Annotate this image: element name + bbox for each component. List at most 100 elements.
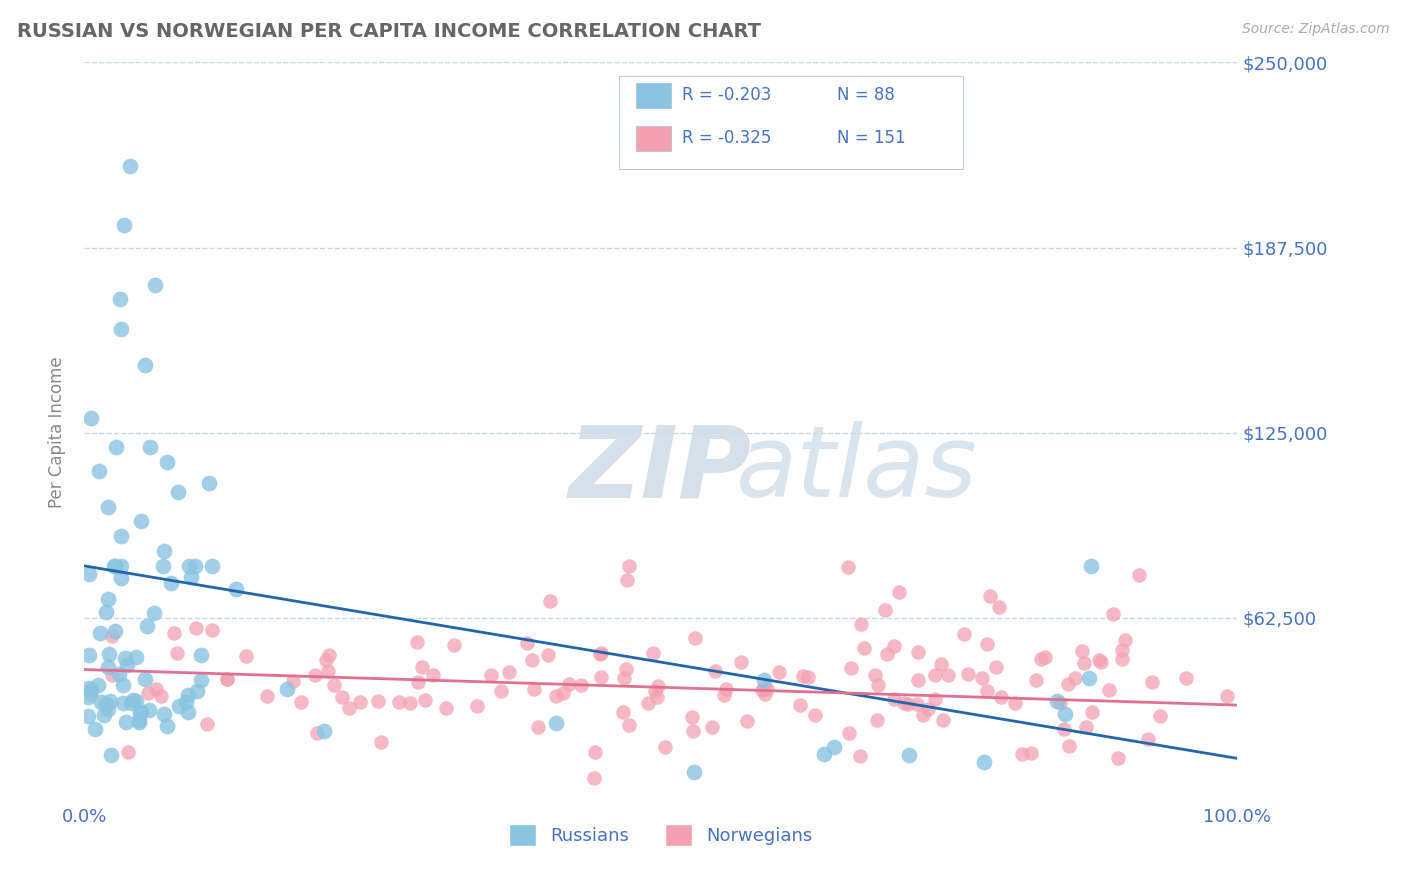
Point [217, 672, 239, 686]
Point [813, 747, 835, 762]
Point [866, 713, 889, 727]
Point [1080, 558, 1102, 573]
Point [443, 638, 465, 652]
Point [90, 695, 112, 709]
Point [89, 625, 111, 640]
Point [538, 594, 561, 608]
Point [316, 664, 339, 678]
Point [304, 668, 326, 682]
Point [80, 687, 103, 701]
Point [1004, 696, 1026, 710]
Point [682, 723, 704, 738]
Point [186, 684, 208, 698]
Point [1064, 672, 1087, 686]
Point [128, 714, 150, 729]
Point [349, 695, 371, 709]
Point [101, 629, 124, 643]
Point [893, 696, 915, 710]
Point [973, 755, 995, 769]
Point [195, 717, 218, 731]
Point [166, 646, 188, 660]
Point [201, 623, 224, 637]
Point [924, 692, 946, 706]
Point [104, 624, 127, 639]
Point [1090, 655, 1112, 669]
Point [647, 679, 669, 693]
Point [117, 745, 139, 759]
Point [641, 646, 664, 660]
Point [683, 764, 706, 779]
Point [735, 714, 758, 729]
Point [87, 678, 110, 692]
Point [111, 677, 134, 691]
Point [128, 705, 150, 719]
Point [645, 690, 668, 704]
Point [617, 559, 640, 574]
Point [516, 636, 538, 650]
Point [1029, 652, 1052, 666]
Point [114, 651, 136, 665]
Point [1025, 673, 1047, 687]
Point [898, 747, 921, 762]
Point [281, 673, 304, 688]
Point [849, 616, 872, 631]
Point [77, 681, 100, 695]
Point [789, 698, 811, 712]
Point [1078, 671, 1101, 685]
Point [751, 683, 773, 698]
Point [849, 748, 872, 763]
Text: N = 88: N = 88 [837, 87, 894, 104]
Point [953, 627, 976, 641]
Point [129, 515, 152, 529]
Point [583, 745, 606, 759]
Point [912, 708, 935, 723]
Point [84, 723, 107, 737]
Point [876, 647, 898, 661]
Point [936, 668, 959, 682]
Point [589, 670, 612, 684]
Point [129, 705, 152, 719]
Point [125, 694, 148, 708]
Point [931, 657, 953, 671]
Point [120, 159, 142, 173]
Point [198, 475, 221, 490]
Point [1059, 739, 1081, 753]
Point [224, 582, 246, 597]
Point [1057, 677, 1080, 691]
Point [177, 558, 200, 573]
Point [1071, 644, 1094, 658]
Legend: Russians, Norwegians: Russians, Norwegians [502, 816, 820, 853]
Point [190, 648, 212, 662]
Point [838, 725, 860, 739]
Point [537, 648, 560, 662]
Point [823, 740, 845, 755]
Point [683, 632, 706, 646]
Point [714, 682, 737, 697]
Point [1149, 709, 1171, 723]
Point [883, 692, 905, 706]
Point [1081, 705, 1104, 719]
Point [616, 662, 638, 676]
Point [1107, 750, 1129, 764]
Point [700, 720, 723, 734]
Point [990, 690, 1012, 705]
Point [523, 681, 546, 696]
Point [312, 723, 335, 738]
Point [152, 558, 174, 573]
Point [97, 702, 120, 716]
Point [121, 693, 143, 707]
Text: R = -0.203: R = -0.203 [682, 87, 772, 104]
Point [931, 713, 953, 727]
Point [235, 648, 257, 663]
Point [1111, 652, 1133, 666]
Point [1111, 642, 1133, 657]
Point [1046, 694, 1069, 708]
Point [1101, 607, 1123, 622]
Point [330, 690, 353, 705]
Point [905, 698, 928, 712]
Point [582, 771, 605, 785]
Point [1019, 746, 1042, 760]
Point [837, 559, 859, 574]
Point [917, 701, 939, 715]
Point [551, 686, 574, 700]
